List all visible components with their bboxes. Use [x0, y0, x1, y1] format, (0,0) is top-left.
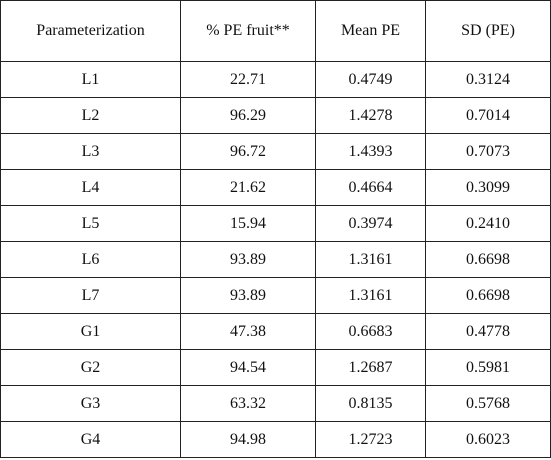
table-cell: 93.89: [180, 241, 316, 278]
table-cell: 94.98: [180, 421, 316, 458]
table-cell: 0.3124: [425, 61, 551, 98]
table-cell: 1.3161: [315, 277, 426, 314]
table-cell: L6: [0, 241, 181, 278]
header-cell: Parameterization: [0, 0, 181, 62]
table-cell: 96.72: [180, 133, 316, 170]
table-row: G2 94.54 1.2687 0.5981: [0, 349, 551, 386]
header-cell: Mean PE: [315, 0, 426, 62]
table-row: G3 63.32 0.8135 0.5768: [0, 385, 551, 422]
table-cell: 0.3099: [425, 169, 551, 206]
table-cell: 0.7073: [425, 133, 551, 170]
table-row: L2 96.29 1.4278 0.7014: [0, 97, 551, 134]
table-cell: L4: [0, 169, 181, 206]
header-cell: % PE fruit**: [180, 0, 316, 62]
header-cell: SD (PE): [425, 0, 551, 62]
table-row: L3 96.72 1.4393 0.7073: [0, 133, 551, 170]
table-cell: 21.62: [180, 169, 316, 206]
table-row: G1 47.38 0.6683 0.4778: [0, 313, 551, 350]
table-cell: 15.94: [180, 205, 316, 242]
table-body: L1 22.71 0.4749 0.3124 L2 96.29 1.4278 0.7014 L3…: [0, 61, 551, 458]
table-cell: 94.54: [180, 349, 316, 386]
table-cell: 0.6698: [425, 277, 551, 314]
table-cell: 1.2723: [315, 421, 426, 458]
table-cell: 22.71: [180, 61, 316, 98]
table-cell: 1.3161: [315, 241, 426, 278]
table-cell: 0.3974: [315, 205, 426, 242]
header-row: Parameterization% PE fruit** Mean PE SD (P…: [0, 0, 551, 62]
table-cell: 0.4664: [315, 169, 426, 206]
table-row: L5 15.94 0.3974 0.2410: [0, 205, 551, 242]
table-cell: G2: [0, 349, 181, 386]
table-cell: L1: [0, 61, 181, 98]
table-cell: L3: [0, 133, 181, 170]
table-cell: 1.2687: [315, 349, 426, 386]
table-cell: G3: [0, 385, 181, 422]
table-cell: 0.6698: [425, 241, 551, 278]
table-cell: 0.6023: [425, 421, 551, 458]
table-row: L4 21.62 0.4664 0.3099: [0, 169, 551, 206]
table-cell: L7: [0, 277, 181, 314]
table-cell: 63.32: [180, 385, 316, 422]
table-cell: L2: [0, 97, 181, 134]
table-row: L6 93.89 1.3161 0.6698: [0, 241, 551, 278]
table-cell: L5: [0, 205, 181, 242]
table-row: G4 94.98 1.2723 0.6023: [0, 421, 551, 458]
table-cell: 0.6683: [315, 313, 426, 350]
table-cell: 0.2410: [425, 205, 551, 242]
table-cell: 96.29: [180, 97, 316, 134]
table-cell: 93.89: [180, 277, 316, 314]
table-cell: 47.38: [180, 313, 316, 350]
table-cell: 0.4778: [425, 313, 551, 350]
table-cell: 0.4749: [315, 61, 426, 98]
table-cell: 0.5768: [425, 385, 551, 422]
table-cell: G4: [0, 421, 181, 458]
table-cell: 1.4393: [315, 133, 426, 170]
table-row: L7 93.89 1.3161 0.6698: [0, 277, 551, 314]
table-cell: 0.5981: [425, 349, 551, 386]
table-row: L1 22.71 0.4749 0.3124: [0, 61, 551, 98]
table-cell: G1: [0, 313, 181, 350]
table-cell: 0.8135: [315, 385, 426, 422]
table-cell: 0.7014: [425, 97, 551, 134]
table-cell: 1.4278: [315, 97, 426, 134]
